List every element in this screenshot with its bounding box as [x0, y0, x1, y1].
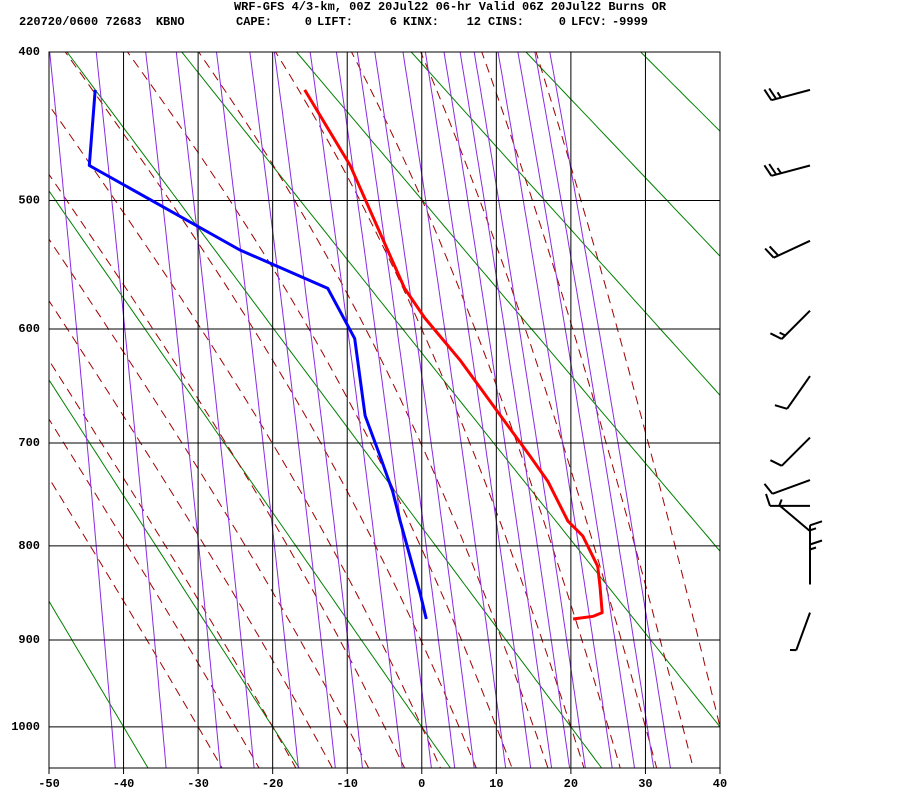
dry-adiabat [66, 52, 603, 768]
x-tick-label: 40 [713, 777, 727, 791]
x-tick-label: -20 [262, 777, 284, 791]
dry-adiabat [852, 36, 900, 776]
dry-adiabat [0, 36, 1, 776]
index-label: LFCV: [571, 15, 607, 29]
index-value: 6 [390, 15, 397, 29]
moist-adiabat [49, 299, 333, 768]
dry-adiabat [525, 52, 720, 257]
moist-adiabat [49, 418, 260, 768]
mixing-ratio-line [309, 52, 403, 768]
wind-barb [769, 436, 811, 467]
station-info: 220720/0600 72683 KBNO [19, 15, 185, 29]
wind-barb [769, 309, 811, 340]
mixing-ratio-line [402, 52, 507, 768]
wind-barb [763, 163, 811, 177]
moist-adiabat [49, 104, 442, 768]
mixing-ratio-line [424, 52, 532, 768]
mixing-ratio-line [534, 52, 655, 768]
mixing-ratio-line [49, 52, 116, 768]
x-tick-label: -30 [187, 777, 209, 791]
mixing-ratio-line [215, 52, 299, 768]
x-tick-label: -40 [113, 777, 135, 791]
wind-barb [778, 499, 811, 532]
index-label: CAPE: [236, 15, 272, 29]
index-label: LIFT: [317, 15, 353, 29]
x-tick-label: 30 [638, 777, 652, 791]
dry-adiabat [181, 52, 720, 728]
mixing-ratio-line [175, 52, 255, 768]
reference-lines [0, 36, 900, 776]
dry-adiabat [49, 600, 149, 768]
mixing-ratio-line [335, 52, 432, 768]
mixing-ratio-line [145, 52, 222, 768]
moist-adiabat [420, 52, 658, 768]
wind-barb [763, 479, 811, 495]
y-tick-label: 700 [18, 436, 40, 450]
dry-adiabat [639, 52, 720, 132]
moist-adiabat [274, 52, 585, 768]
wind-barb [789, 612, 811, 652]
x-tick-label: 10 [489, 777, 503, 791]
temperature-line [303, 89, 604, 621]
x-tick-label: -50 [38, 777, 60, 791]
mixing-ratio-line [497, 52, 613, 768]
moist-adiabat [49, 173, 406, 768]
index-value: 0 [305, 15, 312, 29]
dry-adiabat [295, 52, 720, 552]
mixing-ratio-line [356, 52, 456, 768]
mixing-ratio-line [443, 52, 553, 768]
moist-adiabat [126, 52, 513, 768]
moist-adiabat [49, 359, 297, 768]
moist-adiabat [350, 52, 621, 768]
x-tick-label: -10 [336, 777, 358, 791]
moist-adiabat [198, 52, 549, 768]
y-tick-label: 800 [18, 539, 40, 553]
moist-adiabat [481, 52, 694, 768]
wind-barb [763, 87, 811, 102]
wind-barb [774, 375, 811, 410]
dry-adiabat [49, 379, 300, 768]
mixing-ratio-line [473, 52, 586, 768]
index-value: 0 [559, 15, 566, 29]
y-tick-label: 1000 [11, 720, 40, 734]
dry-adiabat [49, 190, 452, 768]
wind-barb [764, 239, 811, 259]
wind-barb [765, 493, 810, 507]
mixing-ratio-line [549, 52, 672, 768]
dry-adiabat [738, 36, 900, 776]
chart-title: WRF-GFS 4/3-km, 00Z 20Jul22 06-hr Valid … [234, 0, 667, 14]
moist-adiabat [535, 52, 720, 730]
dewpoint-line [87, 89, 428, 620]
moist-adiabat [64, 52, 477, 768]
mixing-ratio-line [273, 52, 364, 768]
wind-barb [809, 539, 823, 585]
index-label: KINX: [403, 15, 439, 29]
x-tick-label: 0 [418, 777, 425, 791]
dry-adiabat [410, 52, 720, 397]
mixing-ratio-line [95, 52, 167, 768]
mixing-ratio-line [249, 52, 336, 768]
y-tick-label: 500 [18, 194, 40, 208]
y-tick-label: 400 [18, 45, 40, 59]
mixing-ratio-line [459, 52, 571, 768]
moist-adiabat [49, 238, 370, 768]
mixing-ratio-line [374, 52, 475, 768]
moist-adiabat [49, 477, 223, 768]
index-value: -9999 [612, 15, 648, 29]
plot-frame [48, 51, 721, 769]
index-value: 12 [467, 15, 481, 29]
x-tick-label: 20 [564, 777, 578, 791]
mixing-ratio-line [517, 52, 636, 768]
index-label: CINS: [488, 15, 524, 29]
y-tick-label: 900 [18, 633, 40, 647]
y-tick-label: 600 [18, 322, 40, 336]
